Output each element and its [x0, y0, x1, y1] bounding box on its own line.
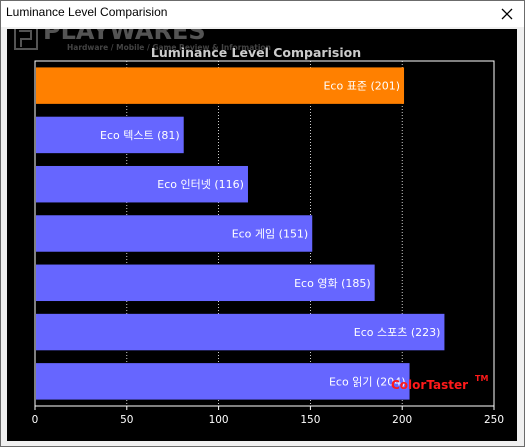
- bar-label: Eco 읽기 (204): [329, 375, 406, 388]
- x-tick-label: 100: [209, 414, 229, 426]
- bars: [36, 67, 445, 400]
- plot-frame: [34, 60, 495, 407]
- chart-title: Luminance Level Comparision: [151, 45, 361, 60]
- bar-label: Eco 영화 (185): [294, 277, 371, 290]
- x-tick-label: 0: [32, 414, 39, 426]
- bar: [36, 313, 445, 351]
- colortaster-brand: ColorTaster: [391, 378, 468, 392]
- x-tick-label: 50: [120, 414, 133, 426]
- luminance-chart: PLAYWARES Hardware / Mobile / Game Revie…: [14, 17, 504, 426]
- window-title: Luminance Level Comparision: [6, 5, 168, 19]
- bar-label: Eco 표준 (201): [323, 80, 400, 93]
- close-icon[interactable]: [498, 5, 516, 23]
- bar: [36, 67, 405, 104]
- bar-label: Eco 인터넷 (116): [157, 178, 244, 191]
- bar: [36, 215, 313, 252]
- playwares-logo-icon: [14, 26, 38, 50]
- bar-label: Eco 텍스트 (81): [100, 129, 180, 142]
- bar: [36, 363, 410, 400]
- x-tick-label: 150: [300, 414, 320, 426]
- colortaster-tm: TM: [475, 374, 488, 383]
- watermark-tagline: Hardware / Mobile / Game Review & Inform…: [67, 43, 271, 52]
- chart-panel: PLAYWARES Hardware / Mobile / Game Revie…: [7, 17, 517, 441]
- title-bar: Luminance Level Comparision: [1, 1, 524, 27]
- bar-label: Eco 스포츠 (223): [354, 326, 441, 339]
- bar-labels: Eco 표준 (201) Eco 텍스트 (81) Eco 인터넷 (116) Eco…: [100, 80, 440, 389]
- bar: [36, 264, 375, 302]
- bar-label: Eco 게임 (151): [232, 228, 309, 241]
- x-tick-label: 250: [484, 414, 504, 426]
- colortaster-overlay: ColorTaster TM: [391, 374, 488, 392]
- x-tick-label: 200: [392, 414, 412, 426]
- bar: [36, 165, 248, 203]
- x-axis-ticks: 0 50 100 150 200 250: [32, 406, 504, 426]
- bar: [36, 116, 184, 154]
